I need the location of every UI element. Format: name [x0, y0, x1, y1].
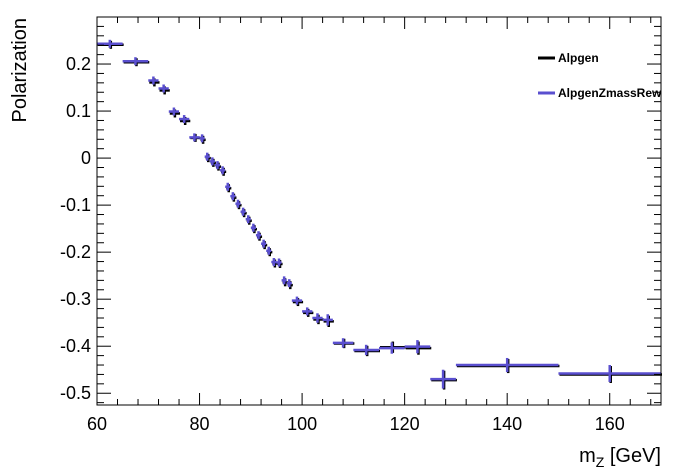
legend-label-alpgenzmassrewe: AlpgenZmassRewe [558, 86, 668, 100]
data-point-alpgenzmassrewe-33 [430, 369, 456, 389]
data-point-alpgenzmassrewe-19 [261, 239, 267, 248]
axes-layer [96, 16, 662, 406]
data-point-alpgenzmassrewe-20 [266, 246, 272, 255]
data-point-alpgenzmassrewe-27 [312, 313, 323, 323]
data-point-alpgenzmassrewe-25 [291, 296, 303, 305]
data-point-alpgenzmassrewe-3 [158, 84, 169, 93]
data-point-alpgenzmassrewe-8 [204, 152, 210, 161]
data-point-alpgenzmassrewe-24 [286, 279, 292, 288]
y-tick-label: -0.1 [60, 195, 91, 215]
series-layer [97, 39, 662, 390]
labels-layer: 60 80 100 120 140 160 -0.5 -0.4 -0.3 -0.2 -0.1 0 0.1… [9, 18, 661, 470]
data-point-alpgenzmassrewe-0 [97, 39, 123, 48]
data-point-alpgenzmassrewe-12 [225, 182, 231, 191]
y-tick-label: -0.2 [60, 242, 91, 262]
legend-label-alpgen: Alpgen [558, 51, 599, 65]
y-tick-label: -0.4 [60, 336, 91, 356]
data-point-alpgenzmassrewe-7 [199, 134, 205, 143]
data-point-alpgenzmassrewe-28 [322, 314, 333, 326]
y-axis-title: Polarization [9, 18, 31, 123]
y-tick-label: 0 [81, 148, 91, 168]
data-point-alpgenzmassrewe-30 [353, 344, 379, 356]
legend: Alpgen AlpgenZmassRewe [538, 51, 668, 100]
data-point-alpgenzmassrewe-35 [558, 365, 661, 382]
data-point-alpgenzmassrewe-26 [302, 307, 313, 316]
data-point-alpgenzmassrewe-16 [245, 215, 251, 224]
x-tick-label: 60 [87, 414, 107, 434]
data-point-alpgenzmassrewe-1 [122, 57, 149, 66]
data-point-alpgenzmassrewe-22 [276, 258, 282, 267]
data-point-alpgenzmassrewe-34 [455, 357, 559, 373]
data-point-alpgenzmassrewe-4 [168, 107, 180, 116]
y-tick-label: -0.3 [60, 289, 91, 309]
y-tick-label: -0.5 [60, 383, 91, 403]
y-tick-label: 0.2 [66, 54, 91, 74]
data-point-alpgenzmassrewe-23 [281, 276, 287, 285]
data-point-alpgenzmassrewe-21 [271, 258, 277, 267]
data-point-alpgenzmassrewe-9 [209, 157, 215, 166]
y-tick-label: 0.1 [66, 101, 91, 121]
plot-frame [96, 16, 662, 406]
data-point-alpgenzmassrewe-18 [255, 231, 262, 240]
data-point-alpgenzmassrewe-31 [379, 342, 405, 354]
data-point-alpgenzmassrewe-5 [179, 115, 190, 124]
data-point-alpgenzmassrewe-29 [332, 338, 354, 348]
x-tick-label: 80 [190, 414, 210, 434]
x-tick-label: 120 [390, 414, 420, 434]
data-point-alpgenzmassrewe-32 [404, 340, 431, 354]
data-point-alpgenzmassrewe-2 [148, 76, 159, 85]
legend-entries: Alpgen AlpgenZmassRewe [538, 51, 668, 100]
data-point-alpgenzmassrewe-6 [189, 133, 200, 142]
data-point-alpgenzmassrewe-17 [250, 223, 256, 232]
x-tick-label: 140 [492, 414, 522, 434]
data-point-alpgenzmassrewe-13 [230, 192, 236, 201]
data-point-alpgenzmassrewe-14 [235, 199, 241, 208]
x-tick-label: 160 [595, 414, 625, 434]
data-point-alpgenzmassrewe-10 [214, 161, 221, 170]
data-point-alpgenzmassrewe-11 [220, 166, 226, 175]
x-axis-title: mZ [GeV] [579, 445, 661, 470]
series-alpgenzmassrewe [97, 39, 661, 389]
data-point-alpgenzmassrewe-15 [240, 207, 246, 216]
x-tick-label: 100 [287, 414, 317, 434]
